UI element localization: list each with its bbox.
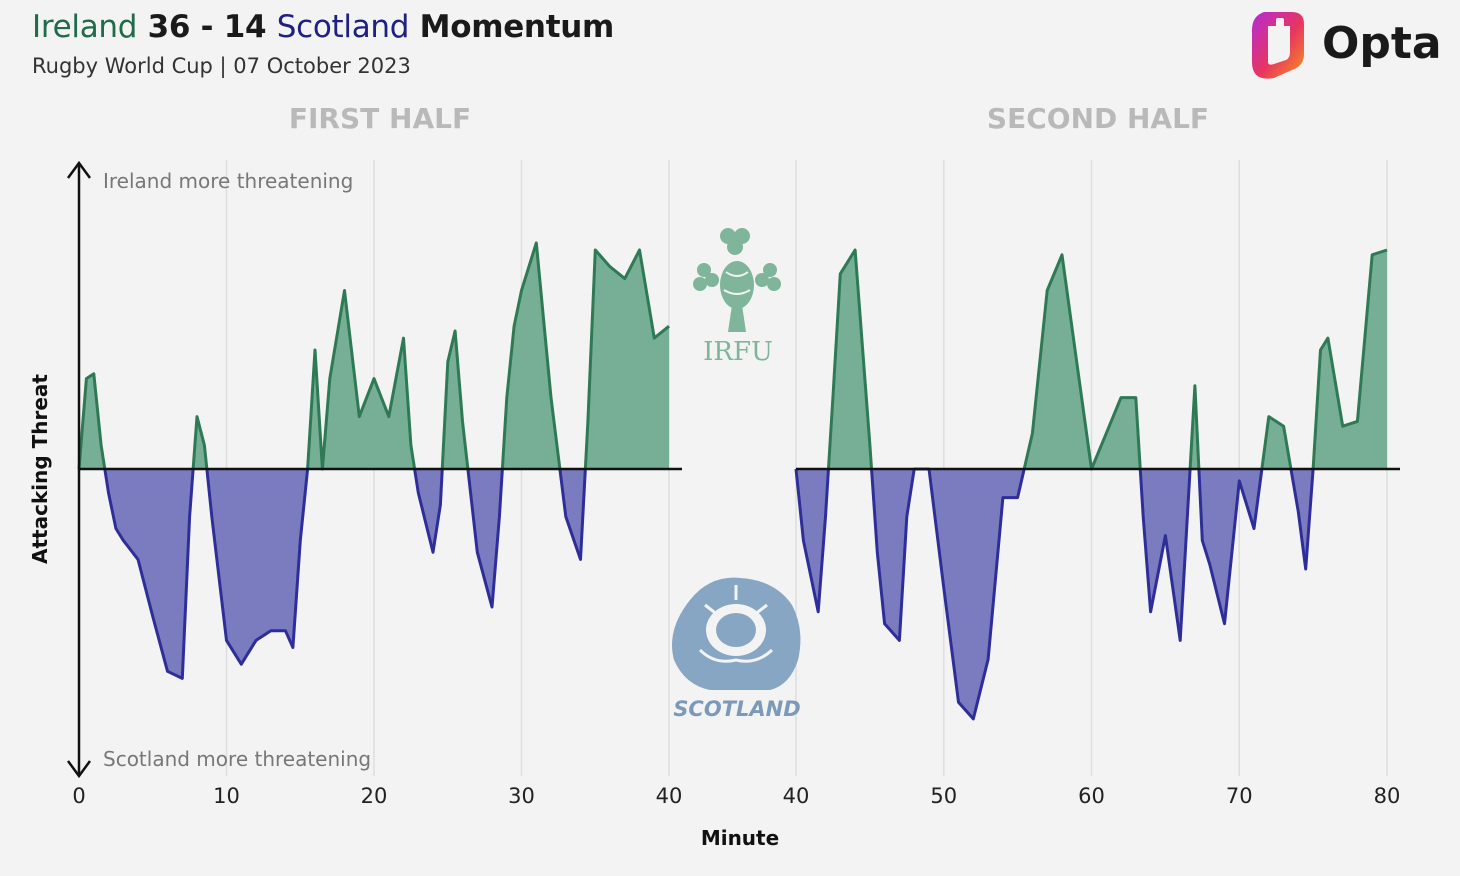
momentum-areas bbox=[77, 241, 1388, 721]
x-tick-label: 40 bbox=[656, 784, 683, 808]
x-tick-label: 80 bbox=[1374, 784, 1401, 808]
scotland-momentum-line bbox=[794, 469, 1315, 721]
irfu-crest-text: IRFU bbox=[703, 337, 773, 367]
scotland-momentum-line bbox=[79, 469, 587, 680]
y-bottom-annotation: Scotland more threatening bbox=[103, 747, 371, 771]
chart-title: Ireland 36 - 14 Scotland Momentum bbox=[32, 9, 614, 45]
x-tick-label: 50 bbox=[930, 784, 957, 808]
irfu-crest: IRFU bbox=[693, 228, 781, 367]
x-tick-label: 40 bbox=[783, 784, 810, 808]
ireland-momentum-area bbox=[79, 242, 669, 469]
ireland-momentum-line bbox=[796, 248, 1388, 469]
scotland-momentum-area bbox=[79, 469, 669, 679]
title-suffix: Momentum bbox=[419, 9, 615, 45]
opta-logo-text: Opta bbox=[1322, 18, 1442, 69]
x-tick-label: 60 bbox=[1078, 784, 1105, 808]
title-team1: Ireland bbox=[32, 9, 138, 45]
x-tick-label: 0 bbox=[72, 784, 85, 808]
x-axis-label: Minute bbox=[701, 826, 779, 850]
y-axis-label: Attacking Threat bbox=[28, 374, 52, 564]
scotland-thistle-crest: SCOTLAND bbox=[672, 577, 801, 721]
chart-subtitle: Rugby World Cup | 07 October 2023 bbox=[32, 54, 411, 78]
y-axis-arrow bbox=[66, 160, 92, 779]
opta-logo: Opta bbox=[1246, 8, 1442, 82]
x-tick-label: 20 bbox=[361, 784, 388, 808]
x-tick-label: 30 bbox=[508, 784, 535, 808]
title-score: 36 - 14 bbox=[147, 9, 267, 45]
x-tick-label: 10 bbox=[213, 784, 240, 808]
x-tick-labels: 0 10 20 30 40 40 50 60 70 80 bbox=[72, 784, 1400, 808]
panel-title-first-half: FIRST HALF bbox=[289, 102, 471, 135]
title-team2: Scotland bbox=[276, 9, 410, 45]
ireland-momentum-line bbox=[77, 241, 670, 469]
panel-title-second-half: SECOND HALF bbox=[987, 102, 1209, 135]
scotland-crest-text: SCOTLAND bbox=[673, 697, 800, 721]
opta-logo-icon bbox=[1252, 12, 1304, 79]
scotland-momentum-area bbox=[796, 469, 1387, 719]
ireland-momentum-area bbox=[796, 250, 1387, 469]
x-tick-label: 70 bbox=[1226, 784, 1253, 808]
y-top-annotation: Ireland more threatening bbox=[103, 169, 353, 193]
